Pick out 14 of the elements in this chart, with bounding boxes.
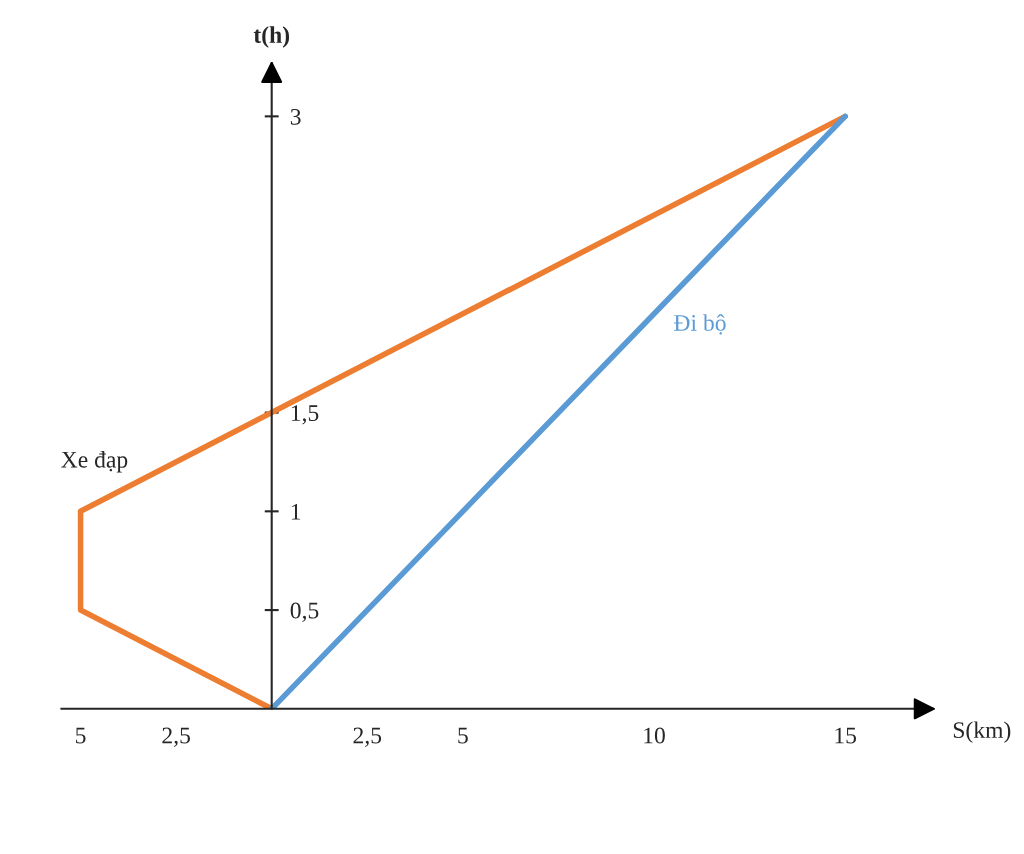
y-axis-title: t(h): [253, 26, 290, 48]
series-label: Xe đạp: [61, 451, 128, 473]
x-tick-label: 5: [76, 727, 86, 744]
x-axis-title: S(km): [953, 721, 1011, 743]
y-tick-label: 1: [291, 503, 301, 520]
x-tick-label: 5: [458, 727, 468, 744]
y-tick-label: 3: [290, 108, 301, 125]
x-tick-label: 2,5: [162, 727, 190, 747]
series-label: Đi bộ: [674, 314, 726, 335]
x-tick-label: 2,5: [353, 727, 382, 747]
x-tick-label: 15: [835, 727, 857, 744]
x-tick-label: 10: [644, 727, 665, 744]
y-tick-label: 1,5: [291, 405, 319, 425]
y-tick-label: 0,5: [290, 602, 319, 622]
